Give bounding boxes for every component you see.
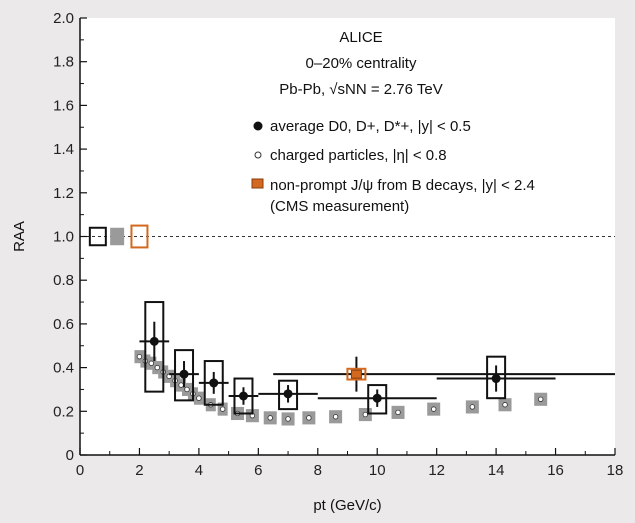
annotation-energy: Pb-Pb, √sNN = 2.76 TeV	[279, 81, 442, 98]
legend: ALICE 0–20% centrality Pb-Pb, √sNN = 2.7…	[251, 29, 535, 215]
x-tick-label-3: 6	[254, 462, 262, 479]
charged-point-15	[267, 415, 273, 421]
x-tick-label-0: 0	[76, 462, 84, 479]
jpsi-point-0	[350, 369, 362, 379]
normalization-boxes-layer	[88, 224, 149, 249]
d-point-1	[179, 369, 189, 379]
x-tick-label-2: 4	[195, 462, 203, 479]
charged-point-7	[178, 382, 184, 388]
d-syst-box-0	[144, 301, 165, 393]
charged-point-20	[395, 409, 401, 416]
charged-point-2	[148, 360, 155, 366]
y-tick-label-6: 1.2	[53, 185, 74, 202]
d-point-2	[209, 378, 219, 388]
x-tick-label-5: 10	[369, 462, 386, 479]
x-tick-label-6: 12	[428, 462, 445, 479]
d-syst-box-4	[278, 379, 299, 411]
y-tick-label-9: 1.8	[53, 54, 74, 71]
jpsi-layer	[273, 356, 615, 392]
d-syst-box-6	[486, 355, 507, 400]
d-point-4	[283, 389, 293, 399]
charged-point-18	[332, 414, 339, 420]
legend-label-jpsi: non-prompt J/ψ from B decays, |y| < 2.4	[270, 177, 535, 194]
annotation-centrality: 0–20% centrality	[306, 55, 417, 72]
legend-marker-jpsi	[251, 178, 264, 189]
charged-point-22	[469, 404, 476, 410]
x-tick-label-1: 2	[135, 462, 143, 479]
y-tick-label-4: 0.8	[53, 272, 74, 289]
x-axis-title: pt (GeV/c)	[313, 497, 381, 514]
chart-title: ALICE	[339, 29, 382, 46]
y-tick-label-8: 1.6	[53, 97, 74, 114]
charged-point-12	[219, 406, 226, 412]
charged-point-24	[537, 396, 544, 402]
norm-box-jpsi	[130, 224, 149, 249]
charged-point-10	[196, 395, 202, 401]
d-point-3	[238, 391, 248, 401]
legend-label-charged: charged particles, |η| < 0.8	[270, 147, 447, 164]
charged-point-16	[285, 416, 291, 422]
y-tick-label-2: 0.4	[53, 360, 74, 377]
x-tick-label-7: 14	[488, 462, 505, 479]
d-mesons-layer	[139, 301, 556, 415]
norm-box-charged	[110, 227, 125, 246]
d-syst-box-1	[174, 349, 195, 402]
legend-label-jpsi-line2: (CMS measurement)	[270, 198, 409, 215]
legend-marker-d-mesons	[253, 121, 263, 131]
y-tick-label-1: 0.2	[53, 403, 74, 420]
legend-label-d-mesons: average D0, D+, D*+, |y| < 0.5	[270, 118, 471, 135]
x-tick-label-8: 16	[547, 462, 564, 479]
d-point-6	[491, 374, 501, 384]
x-tick-label-4: 8	[314, 462, 322, 479]
y-axis-title: RAA	[11, 221, 28, 252]
legend-marker-charged	[254, 151, 262, 159]
charged-point-8	[184, 386, 190, 393]
y-tick-label-5: 1.0	[53, 229, 74, 246]
x-tick-label-9: 18	[607, 462, 624, 479]
charged-point-3	[154, 364, 160, 371]
charged-point-17	[306, 415, 312, 421]
charged-point-0	[136, 353, 143, 360]
y-tick-label-0: 0	[66, 447, 74, 464]
jpsi-syst-box-0	[346, 367, 367, 381]
d-point-0	[149, 336, 159, 346]
y-tick-label-10: 2.0	[53, 10, 74, 27]
d-syst-box-5	[367, 384, 388, 415]
charged-point-23	[502, 402, 508, 408]
charged-point-19	[362, 411, 369, 418]
y-tick-label-7: 1.4	[53, 141, 74, 158]
y-tick-label-3: 0.6	[53, 316, 74, 333]
charged-point-21	[430, 406, 437, 412]
d-point-5	[372, 393, 382, 403]
norm-box-d-mesons	[88, 226, 107, 247]
axes-layer: 0 2 4 6 8 10 12 14 16 18 0 0.2 0.4 0.6 0.8 1.0 1.2 1.4 1.6…	[11, 10, 623, 514]
